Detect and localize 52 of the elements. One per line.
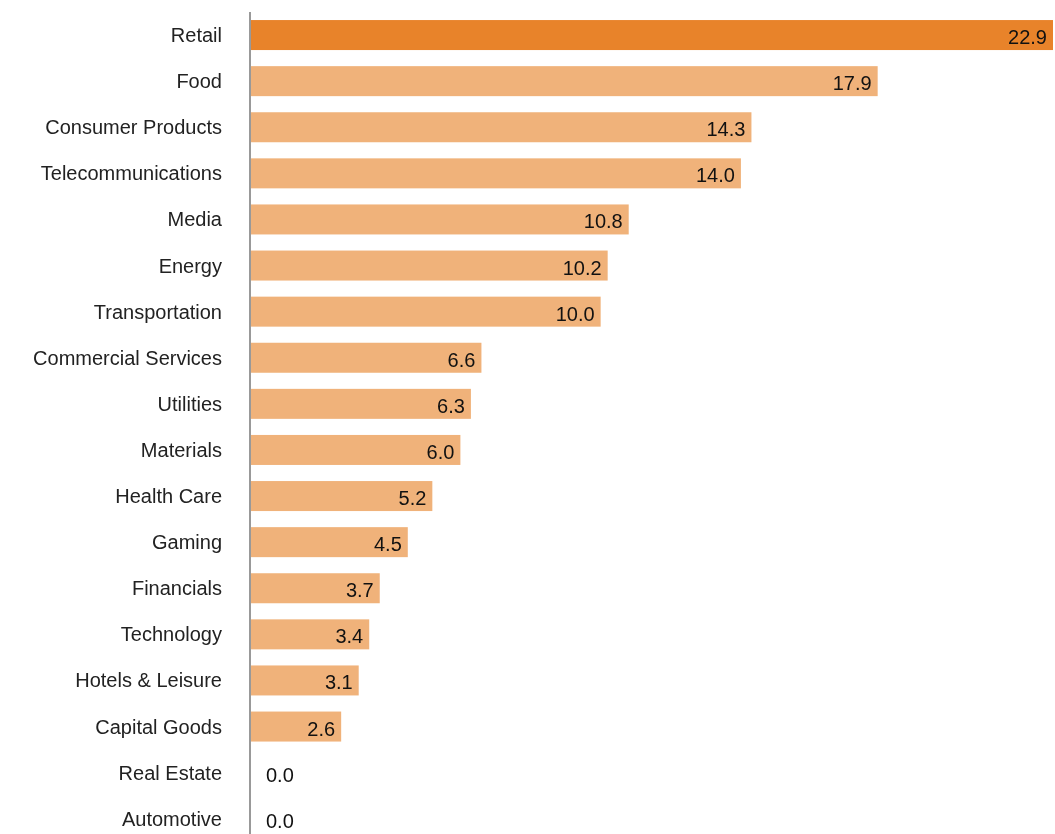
y-tick-label: Telecommunications bbox=[40, 162, 222, 185]
bar bbox=[250, 388, 471, 419]
bar bbox=[250, 573, 380, 604]
data-label: 14.3 bbox=[706, 118, 746, 141]
data-label: 4.5 bbox=[373, 533, 402, 556]
bar bbox=[250, 711, 342, 742]
y-tick-label: Consumer Products bbox=[45, 116, 222, 139]
data-label: 0.0 bbox=[266, 763, 294, 786]
y-tick-label: Technology bbox=[120, 623, 222, 646]
bar bbox=[250, 665, 359, 696]
data-label: 10.0 bbox=[555, 302, 595, 325]
bar bbox=[250, 481, 433, 512]
data-label: 3.7 bbox=[345, 579, 374, 602]
bar bbox=[250, 527, 408, 558]
data-label: 3.1 bbox=[324, 671, 353, 694]
y-tick-label: Materials bbox=[140, 438, 222, 461]
data-label: 10.2 bbox=[562, 256, 602, 279]
bar bbox=[250, 158, 741, 189]
data-label: 2.6 bbox=[307, 717, 336, 740]
data-label: 6.0 bbox=[426, 440, 455, 463]
y-tick-label: Utilities bbox=[157, 392, 222, 415]
y-tick-label: Capital Goods bbox=[95, 715, 222, 738]
bar bbox=[250, 296, 601, 327]
y-tick-label: Financials bbox=[131, 577, 222, 600]
bar bbox=[250, 434, 461, 465]
bar bbox=[250, 112, 752, 143]
data-label: 6.3 bbox=[437, 394, 465, 417]
data-label: 0.0 bbox=[266, 809, 294, 832]
bar bbox=[250, 204, 629, 235]
y-tick-label: Food bbox=[176, 70, 222, 93]
data-label: 3.4 bbox=[335, 625, 364, 648]
data-label: 6.6 bbox=[447, 348, 476, 371]
y-tick-label: Automotive bbox=[121, 807, 222, 830]
bar bbox=[250, 20, 1053, 51]
data-label: 22.9 bbox=[1008, 26, 1047, 49]
y-tick-label: Retail bbox=[170, 24, 222, 47]
y-tick-label: Energy bbox=[158, 254, 222, 277]
y-tick-label: Health Care bbox=[115, 485, 222, 508]
y-tick-label: Commercial Services bbox=[33, 346, 222, 369]
bar bbox=[250, 342, 482, 373]
y-tick-label: Hotels & Leisure bbox=[75, 669, 222, 692]
data-label: 17.9 bbox=[832, 72, 872, 95]
bar bbox=[250, 66, 878, 97]
y-tick-label: Real Estate bbox=[118, 761, 222, 784]
data-label: 14.0 bbox=[695, 164, 735, 187]
y-tick-label: Transportation bbox=[93, 300, 222, 323]
bar bbox=[250, 250, 608, 281]
data-label: 5.2 bbox=[398, 487, 427, 510]
y-tick-label: Gaming bbox=[151, 531, 222, 554]
data-label: 10.8 bbox=[583, 210, 623, 233]
bar bbox=[250, 619, 370, 650]
y-tick-label: Media bbox=[167, 208, 223, 231]
